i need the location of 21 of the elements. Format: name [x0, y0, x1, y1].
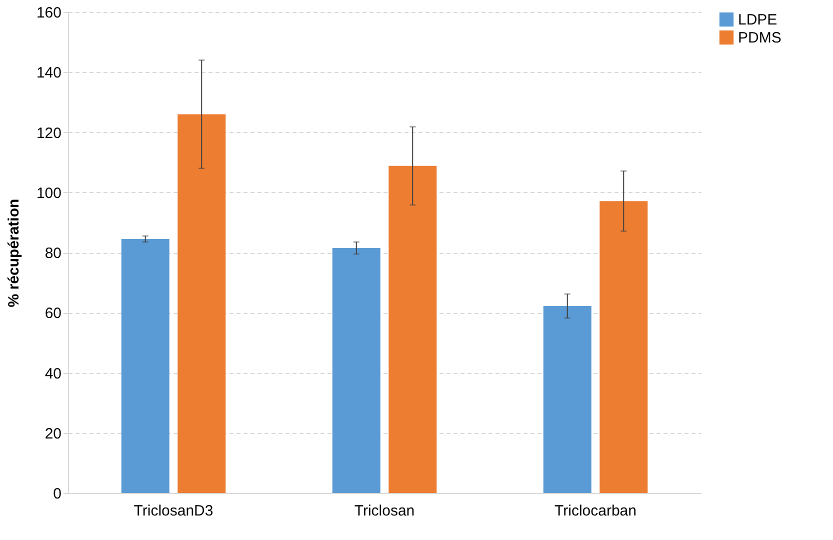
x-tick-label: Triclosan: [354, 502, 415, 520]
legend-label: LDPE: [738, 12, 778, 28]
bar: [178, 114, 226, 493]
bar: [121, 238, 170, 493]
bar: [332, 248, 380, 493]
bar: [388, 166, 437, 493]
y-tick-label: 120: [36, 124, 62, 142]
bar: [600, 201, 648, 493]
y-tick-label: 0: [53, 486, 62, 502]
y-tick-label: 160: [36, 4, 62, 22]
x-tick-label: Triclocarban: [554, 502, 636, 520]
x-tick-label: TriclosanD3: [134, 502, 214, 520]
legend-label: PDMS: [738, 30, 782, 46]
y-tick-label: 40: [44, 365, 62, 382]
y-tick-label: 140: [36, 64, 62, 82]
y-tick-label: 100: [36, 184, 62, 202]
y-axis-title: % récupération: [5, 198, 22, 308]
y-tick-label: 60: [44, 305, 62, 322]
y-tick-label: 20: [44, 425, 62, 442]
y-tick-label: 80: [44, 245, 62, 262]
bar: [543, 306, 592, 493]
